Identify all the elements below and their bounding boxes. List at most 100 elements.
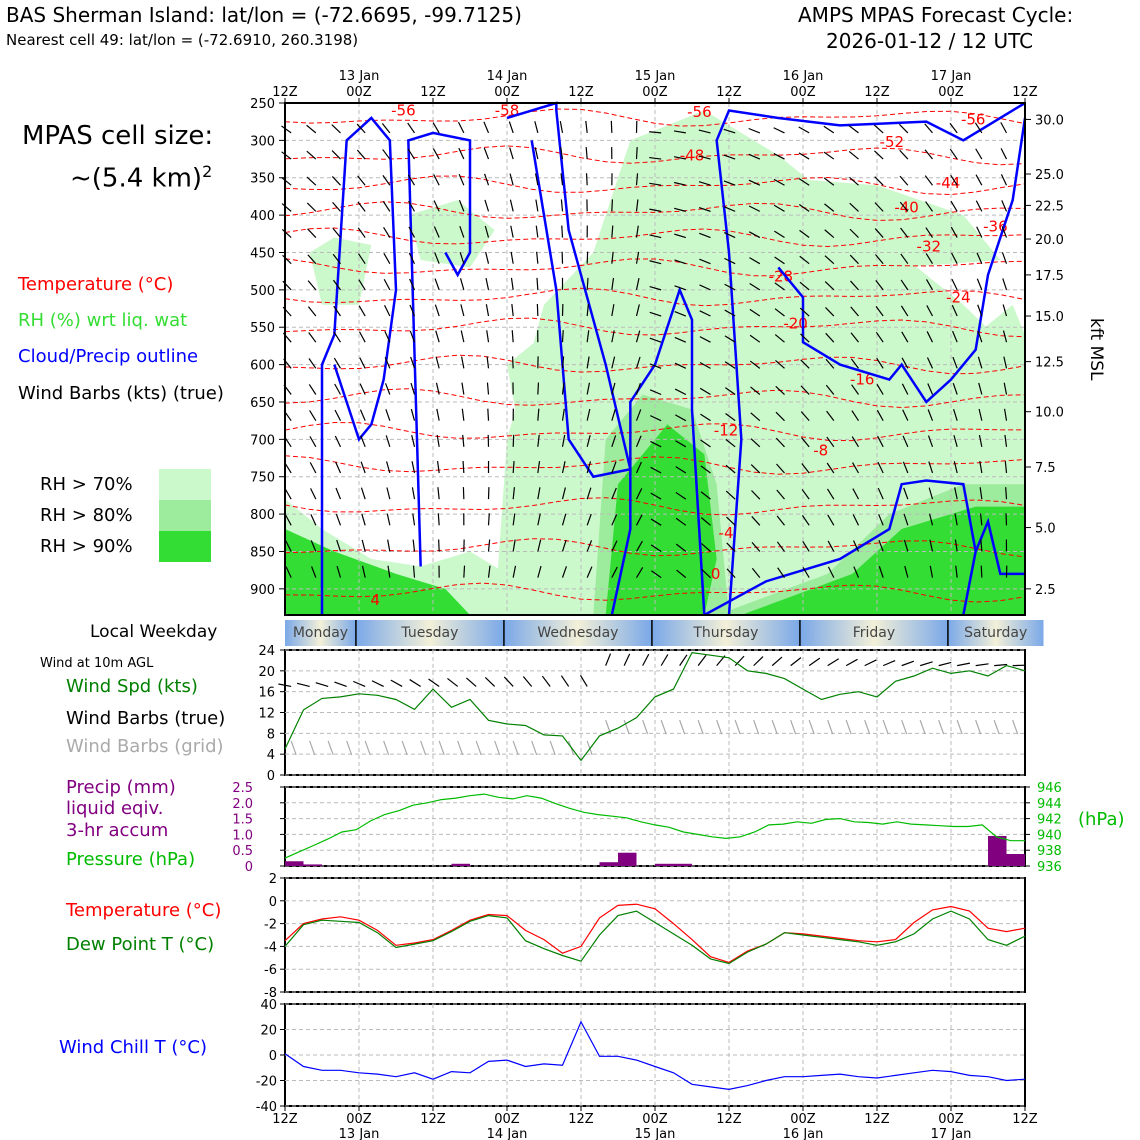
bottom-time-label: 00Z xyxy=(642,1112,668,1127)
wind-barb xyxy=(874,176,884,186)
wind-barb xyxy=(903,513,909,526)
weekday-label: Tuesday xyxy=(400,625,458,641)
wind-barb xyxy=(953,409,958,421)
wind-barb xyxy=(534,147,539,160)
wind-barb xyxy=(635,567,644,578)
bottom-time-label: 00Z xyxy=(494,1112,520,1127)
wind-barb xyxy=(701,543,711,552)
wind-barb xyxy=(383,252,391,264)
weekday-band xyxy=(503,620,652,646)
wind-barb xyxy=(850,358,859,369)
rh90-label: RH > 90% xyxy=(40,536,133,557)
wind-barb xyxy=(410,382,416,395)
weekday-band xyxy=(651,620,800,646)
wind-barb xyxy=(951,304,958,317)
wind-barb xyxy=(724,361,736,369)
temperature-contour xyxy=(284,421,1026,442)
windchill-tick-label: -40 xyxy=(256,1100,277,1115)
wind-barb xyxy=(537,539,542,552)
wind-barb xyxy=(976,226,983,238)
wind-barb xyxy=(310,514,317,526)
wind-barb xyxy=(586,356,590,369)
wind-barb-grid xyxy=(938,719,945,735)
wind-barb xyxy=(928,461,934,474)
wind-barb xyxy=(977,356,983,369)
wind-barb xyxy=(509,173,514,186)
wind-barb xyxy=(979,487,983,500)
wind-barb xyxy=(459,226,465,238)
wind-barb xyxy=(486,382,490,395)
wind-barb xyxy=(360,435,366,448)
wind-barb xyxy=(586,566,593,578)
wind-barb xyxy=(801,489,810,500)
wind-barb xyxy=(800,359,810,369)
wind-barb xyxy=(699,310,711,317)
pressure-line xyxy=(284,793,1025,859)
wind-barb xyxy=(954,539,958,552)
dewpoint-line xyxy=(284,910,1026,965)
weekday-label: Monday xyxy=(293,625,348,641)
wind-barb xyxy=(435,382,440,395)
wind-barb xyxy=(674,362,687,369)
wind-barb xyxy=(483,147,490,160)
wind-barb xyxy=(432,122,440,134)
wind-barb xyxy=(851,384,859,395)
wind-barb xyxy=(826,436,835,448)
temperature-contour xyxy=(284,258,1026,277)
wind-barb xyxy=(635,514,643,526)
wind-barb xyxy=(332,227,341,238)
wind-barb xyxy=(724,335,736,343)
wind-barb xyxy=(509,199,514,212)
wind-barb xyxy=(726,516,736,526)
wind-barb xyxy=(484,199,490,212)
wind-barb xyxy=(649,234,662,239)
precip-tick-label: 2.0 xyxy=(232,797,253,812)
pressure-tick-label: 800 xyxy=(250,508,275,523)
kft-tick-label: 22.5 xyxy=(1035,199,1064,214)
kft-tick-label: 30.0 xyxy=(1035,113,1064,128)
temperature-contour-label: -52 xyxy=(880,133,905,151)
temperature-contour xyxy=(284,317,1026,338)
temperature-contour-label: -12 xyxy=(714,421,739,439)
wind-barb xyxy=(611,461,617,474)
wind-barb xyxy=(827,566,835,578)
wind-barb xyxy=(383,278,391,291)
temperature-contour-label: -16 xyxy=(850,371,875,389)
wind-barb xyxy=(751,490,761,500)
wind-barb-grid xyxy=(420,740,427,756)
wind-barb xyxy=(487,408,490,421)
wind-barb xyxy=(927,409,934,421)
wind-barb xyxy=(561,513,567,526)
wind-barb xyxy=(751,567,761,579)
wind-barb xyxy=(775,385,785,395)
pressure-tick-label: 400 xyxy=(250,209,275,224)
wind-barb xyxy=(748,127,761,134)
kft-tick-label: 10.0 xyxy=(1035,406,1064,421)
rh90-swatch xyxy=(159,531,211,562)
temperature-contour xyxy=(284,108,1026,127)
precip-tick-label: 1.0 xyxy=(232,828,253,843)
wind-barb-grid xyxy=(1012,719,1019,735)
wind-barb-true xyxy=(753,656,764,667)
wind-barb xyxy=(723,232,736,239)
wind-barb xyxy=(776,463,785,474)
wind-barb xyxy=(309,410,317,421)
wind-barb xyxy=(776,489,785,500)
legend-precip: Precip (mm) xyxy=(66,777,176,798)
wind-barb xyxy=(979,461,983,474)
wind-barb xyxy=(977,330,983,343)
wind-barb xyxy=(409,330,416,343)
wind-barb xyxy=(281,151,292,160)
pressure-tick-label: 946 xyxy=(1037,781,1062,796)
wind-barb xyxy=(382,175,391,186)
wind-barb xyxy=(284,514,292,526)
wind-barb-grid xyxy=(327,740,334,756)
wind-barb xyxy=(674,207,686,212)
wind-barb xyxy=(675,543,687,552)
wind-barb xyxy=(433,200,440,212)
wind-barb xyxy=(361,513,366,526)
wind-barb-true xyxy=(808,657,821,667)
wind-barb xyxy=(674,259,687,265)
wind-barb xyxy=(332,279,341,291)
wind-tick-label: 20 xyxy=(258,665,275,680)
